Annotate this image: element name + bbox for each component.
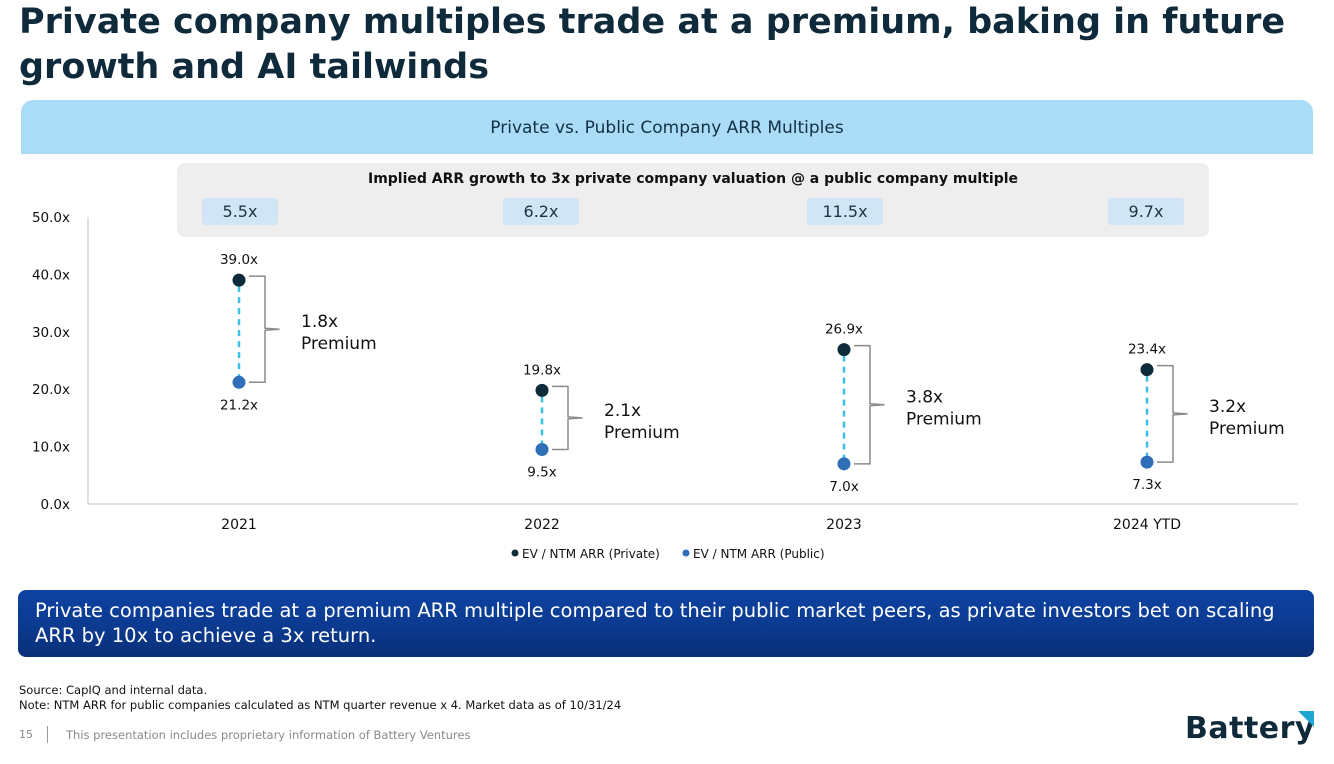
public-value-label: 7.0x <box>829 479 858 495</box>
y-tick-label: 20.0x <box>32 382 70 398</box>
source-notes: Source: CapIQ and internal data. Note: N… <box>19 683 621 713</box>
y-tick-label: 0.0x <box>41 497 70 513</box>
implied-growth-box: Implied ARR growth to 3x private company… <box>177 163 1209 237</box>
y-tick-label: 10.0x <box>32 440 70 456</box>
slide-title-line-1: Private company multiples trade at a pre… <box>19 2 1286 42</box>
implied-growth-2024: 9.7x <box>1108 198 1184 225</box>
premium-multiple-label: 1.8x <box>301 312 338 332</box>
premium-multiple-label: 3.2x <box>1209 397 1246 417</box>
slide-title: Private company multiples trade at a pre… <box>19 0 1319 90</box>
legend-public-label: EV / NTM ARR (Public) <box>693 547 825 561</box>
y-tick-label: 50.0x <box>32 210 70 226</box>
private-value-label: 19.8x <box>523 362 561 378</box>
premium-multiple-label: 3.8x <box>906 388 943 408</box>
private-point <box>837 343 851 357</box>
private-point <box>1140 363 1154 377</box>
logo-wordmark: Battery <box>1185 711 1315 746</box>
source-text: Source: CapIQ and internal data. <box>19 683 208 697</box>
legend-private-marker <box>511 549 519 557</box>
premium-bracket <box>552 385 583 451</box>
premium-multiple-label: 2.1x <box>604 401 641 421</box>
premium-bracket <box>1157 364 1188 463</box>
y-tick-label: 30.0x <box>32 325 70 341</box>
chart-panel-header: Private vs. Public Company ARR Multiples <box>21 100 1313 154</box>
implied-growth-2022: 6.2x <box>503 198 579 225</box>
public-value-label: 21.2x <box>220 397 258 413</box>
public-point <box>535 442 549 456</box>
private-point <box>232 273 246 287</box>
slide-title-line-2: growth and AI tailwinds <box>19 47 490 87</box>
page-number: 15 <box>19 728 33 741</box>
footer-divider <box>47 726 48 743</box>
battery-logo: Battery <box>1180 708 1320 752</box>
premium-text-label: Premium <box>906 410 982 430</box>
premium-text-label: Premium <box>301 334 377 354</box>
y-tick-label: 40.0x <box>32 267 70 283</box>
public-point <box>232 375 246 389</box>
x-tick-label: 2022 <box>524 517 560 533</box>
implied-growth-2023: 11.5x <box>807 198 883 225</box>
x-tick-label: 2021 <box>221 517 257 533</box>
public-value-label: 7.3x <box>1132 477 1161 493</box>
note-text: Note: NTM ARR for public companies calcu… <box>19 698 622 712</box>
private-point <box>535 383 549 397</box>
public-value-label: 9.5x <box>527 464 556 480</box>
premium-bracket <box>854 344 885 465</box>
private-value-label: 39.0x <box>220 252 258 268</box>
implied-growth-title: Implied ARR growth to 3x private company… <box>367 171 1019 187</box>
legend-private-label: EV / NTM ARR (Private) <box>522 547 660 561</box>
private-value-label: 23.4x <box>1128 342 1166 358</box>
logo-mark-icon <box>1298 711 1314 727</box>
legend-public-marker <box>682 549 690 557</box>
x-tick-label: 2023 <box>826 517 862 533</box>
public-point <box>837 457 851 471</box>
private-value-label: 26.9x <box>825 322 863 338</box>
key-takeaway-callout: Private companies trade at a premium ARR… <box>18 590 1314 657</box>
implied-growth-2021: 5.5x <box>202 198 278 225</box>
x-tick-label: 2024 YTD <box>1113 517 1181 533</box>
premium-text-label: Premium <box>604 423 680 443</box>
public-point <box>1140 455 1154 469</box>
footer-disclaimer: This presentation includes proprietary i… <box>66 728 471 742</box>
premium-text-label: Premium <box>1209 419 1285 439</box>
premium-bracket <box>249 275 280 384</box>
